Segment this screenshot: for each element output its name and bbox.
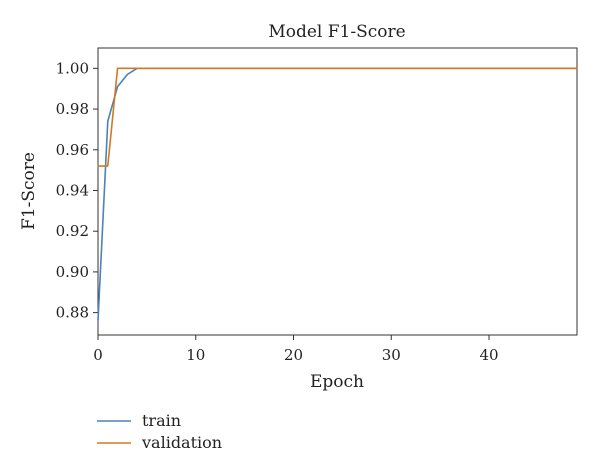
y-tick-label: 0.98 xyxy=(56,100,89,118)
series-line-validation xyxy=(97,67,578,167)
y-tick-label: 0.96 xyxy=(56,141,89,159)
x-tick-label: 20 xyxy=(284,346,303,364)
y-tick-label: 0.90 xyxy=(56,263,89,281)
series-line-train xyxy=(97,67,578,322)
legend: train validation xyxy=(97,411,222,452)
x-axis-ticks: 0 10 20 30 40 xyxy=(93,335,499,364)
chart-title: Model F1-Score xyxy=(268,22,405,42)
y-tick-label: 0.92 xyxy=(56,222,89,240)
x-tick-label: 40 xyxy=(479,346,498,364)
plot-area xyxy=(97,47,578,336)
x-tick-label: 0 xyxy=(93,346,103,364)
y-tick-label: 0.88 xyxy=(56,304,89,322)
series-lines xyxy=(97,67,578,322)
y-axis-label: F1-Score xyxy=(19,152,39,230)
legend-label-train: train xyxy=(142,411,181,430)
x-tick-label: 10 xyxy=(186,346,205,364)
x-axis-label: Epoch xyxy=(310,372,364,392)
y-tick-label: 0.94 xyxy=(56,181,89,199)
x-tick-label: 30 xyxy=(382,346,401,364)
legend-label-validation: validation xyxy=(141,433,222,452)
y-tick-label: 1.00 xyxy=(56,59,89,77)
y-axis-ticks: 0.88 0.90 0.92 0.94 0.96 0.98 1.00 xyxy=(56,59,98,322)
